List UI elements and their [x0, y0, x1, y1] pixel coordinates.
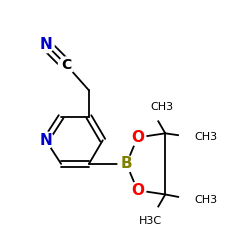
- Text: O: O: [131, 183, 144, 198]
- Text: N: N: [40, 133, 52, 148]
- Circle shape: [38, 132, 54, 148]
- Text: B: B: [120, 156, 132, 172]
- Circle shape: [180, 185, 210, 215]
- Text: O: O: [131, 130, 144, 145]
- Text: CH3: CH3: [150, 102, 173, 112]
- Text: N: N: [40, 37, 52, 52]
- Text: H3C: H3C: [138, 216, 162, 226]
- Text: CH3: CH3: [194, 195, 218, 205]
- Text: CH3: CH3: [194, 132, 218, 142]
- Circle shape: [180, 122, 210, 152]
- Circle shape: [118, 156, 135, 172]
- Circle shape: [58, 57, 75, 74]
- Circle shape: [129, 182, 146, 198]
- Text: C: C: [62, 58, 72, 72]
- Circle shape: [38, 36, 54, 53]
- Circle shape: [135, 92, 165, 122]
- Circle shape: [129, 129, 146, 146]
- Circle shape: [135, 206, 165, 236]
